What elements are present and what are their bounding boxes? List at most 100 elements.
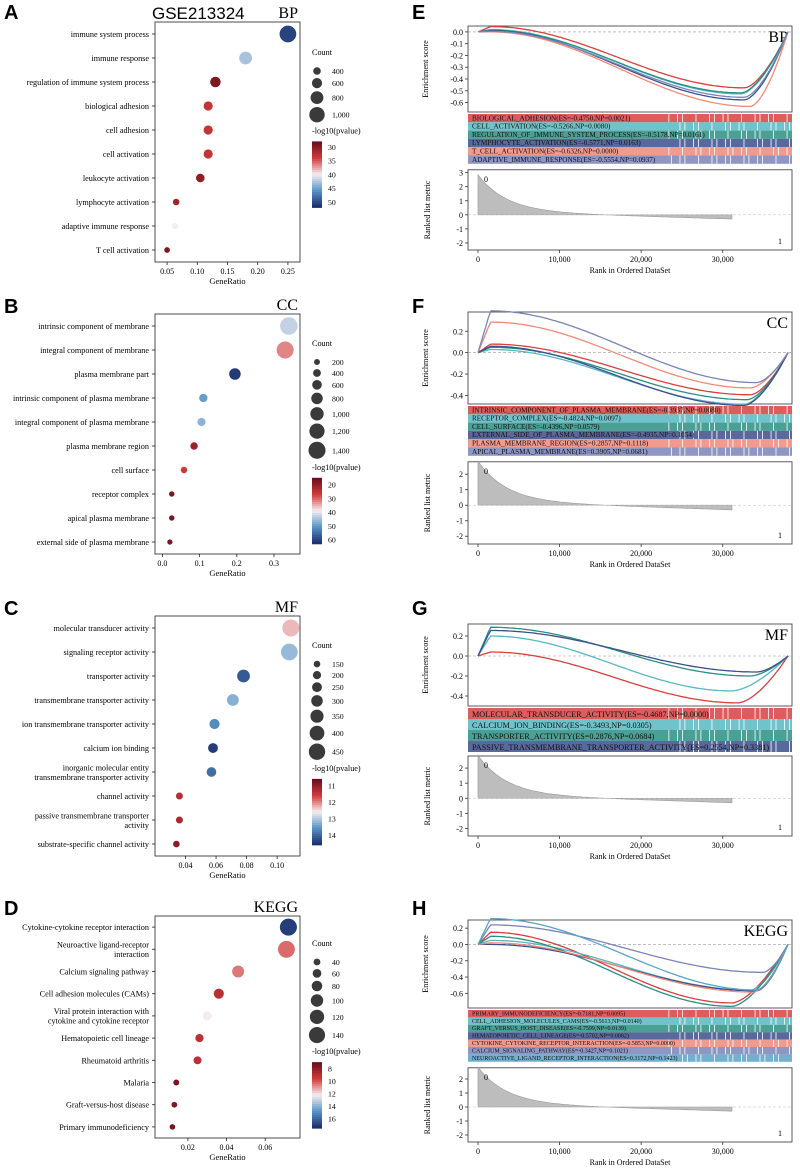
term-dot <box>280 643 298 661</box>
chart-title-d: KEGG <box>254 899 299 916</box>
hit-bar-label: PASSIVE_TRANSMEMBRANE_TRANSPORTER_ACTIVI… <box>472 743 769 752</box>
colorbar-segment <box>312 1106 322 1109</box>
colorbar-segment <box>312 479 322 483</box>
x-tick-label: 30,000 <box>712 549 734 558</box>
term-label: signaling receptor activity <box>64 648 150 657</box>
colorbar-segment <box>312 156 322 160</box>
term-dot <box>193 1056 202 1065</box>
chart-title-c: MF <box>275 599 298 616</box>
colorbar-segment <box>312 792 322 795</box>
x-tick-label: 0.1 <box>195 559 205 568</box>
colorbar-label: 50 <box>328 198 336 207</box>
hit-bar <box>468 138 792 148</box>
ranked-metric-area <box>477 173 733 220</box>
term-dot <box>173 840 180 848</box>
es-curve <box>477 30 789 98</box>
size-legend-label: 400 <box>332 369 344 378</box>
colorbar-segment <box>312 519 322 523</box>
term-label: transmembrane transporter activity <box>34 773 149 782</box>
hit-bar <box>468 447 792 456</box>
size-legend-dot <box>308 743 326 760</box>
x-tick-label: 30,000 <box>712 1147 734 1156</box>
colorbar-segment <box>312 187 322 191</box>
colorbar-segment <box>312 526 322 529</box>
colorbar-segment <box>312 1070 322 1074</box>
hit-bar <box>468 430 792 440</box>
hit-bar <box>468 1010 792 1018</box>
colorbar-segment <box>312 798 322 802</box>
size-legend-title: Count <box>312 339 333 348</box>
colorbar-label: 50 <box>328 522 336 531</box>
size-legend-dot <box>309 725 325 741</box>
colorbar-segment <box>312 490 322 494</box>
colorbar-segment <box>312 517 322 521</box>
es-y-tick-label: -0.2 <box>450 370 463 379</box>
term-dot <box>168 515 175 521</box>
colorbar-label: 40 <box>328 508 336 517</box>
es-y-tick-label: 0.2 <box>453 924 463 933</box>
colorbar-segment <box>312 1110 322 1114</box>
hit-bar <box>468 719 792 730</box>
hit-bar <box>468 730 792 741</box>
colorbar-segment <box>312 1088 322 1092</box>
gsea-bp: 0.0 -0.1 -0.2 -0.3 -0.4 -0.5 -0.6 Enrichment sc… <box>421 25 793 275</box>
es-y-tick-label: -0.2 <box>450 51 463 60</box>
es-y-tick-label: -0.4 <box>450 75 463 84</box>
colorbar-segment <box>312 1090 322 1094</box>
colorbar-label: 45 <box>328 184 336 193</box>
metric-y-tick-label: 0 <box>459 211 463 220</box>
size-legend-label: 140 <box>332 1031 344 1040</box>
plot-frame-b <box>154 313 301 555</box>
term-dot <box>171 222 179 230</box>
x-tick-label: 20,000 <box>630 549 652 558</box>
x-tick-label: 30,000 <box>712 255 734 264</box>
term-label: external side of plasma membrane <box>37 538 150 547</box>
colorbar-segment <box>312 822 322 826</box>
hit-bar-label: CELL_ACTIVATION(ES=-0.5266,NP=0.0080) <box>472 123 611 131</box>
metric-y-tick-label: -2 <box>456 239 463 248</box>
es-frame-f <box>467 311 793 405</box>
term-label: apical plasma membrane <box>68 514 150 523</box>
colorbar-segment <box>312 1079 322 1083</box>
colorbar-segment <box>312 1075 322 1079</box>
size-legend-label: 800 <box>332 394 344 403</box>
term-label: regulation of immune system process <box>27 78 149 87</box>
colorbar-segment <box>312 534 322 538</box>
metric-y-tick-label: -1 <box>456 225 463 234</box>
term-dot <box>210 76 221 88</box>
term-label: adaptive immune response <box>62 222 150 231</box>
es-y-tick-label: -0.1 <box>450 40 463 49</box>
metric-y-axis-label: Ranked list metric <box>423 473 432 532</box>
colorbar-segment <box>312 1119 322 1123</box>
term-label: ion transmembrane transporter activity <box>22 720 150 729</box>
metric-y-tick-label: 2 <box>459 1075 463 1084</box>
size-legend-dot <box>310 709 324 723</box>
x-tick-label: 0.0 <box>157 559 167 568</box>
x-axis-label: GeneRatio <box>209 276 245 286</box>
metric-end-label: 1 <box>778 823 782 832</box>
colorbar-label: 8 <box>328 1064 332 1073</box>
hit-bar-label: GRAFT_VERSUS_HOST_DISEASE(ES=-0.7599,NP=… <box>472 1025 626 1032</box>
colorbar-segment <box>312 807 322 811</box>
colorbar-segment <box>312 537 322 540</box>
hit-bar <box>468 1017 792 1025</box>
term-label: plasma membrane region <box>66 442 149 451</box>
colorbar-segment <box>312 794 322 797</box>
metric-y-tick-label: -1 <box>456 1117 463 1126</box>
size-legend-dot <box>309 107 325 123</box>
es-curve <box>477 931 789 1004</box>
hit-bar <box>468 708 792 719</box>
colorbar-segment <box>312 499 322 503</box>
term-dot <box>282 619 300 637</box>
hit-bar <box>468 439 792 448</box>
es-y-tick-label: 0.0 <box>453 652 463 661</box>
hit-bar-label: REGULATION_OF_IMMUNE_SYSTEM_PROCESS(ES=-… <box>472 131 705 139</box>
colorbar-segment <box>312 1066 322 1070</box>
size-legend-label: 350 <box>332 712 344 721</box>
x-axis-label: Rank in Ordered DataSet <box>590 560 671 569</box>
colorbar-segment <box>312 161 322 164</box>
term-label: molecular transducer activity <box>54 624 150 633</box>
es-curve <box>477 924 789 974</box>
hit-bar <box>468 130 792 139</box>
dotplot-mf: MF molecular transducer activity signaling… <box>22 599 361 880</box>
